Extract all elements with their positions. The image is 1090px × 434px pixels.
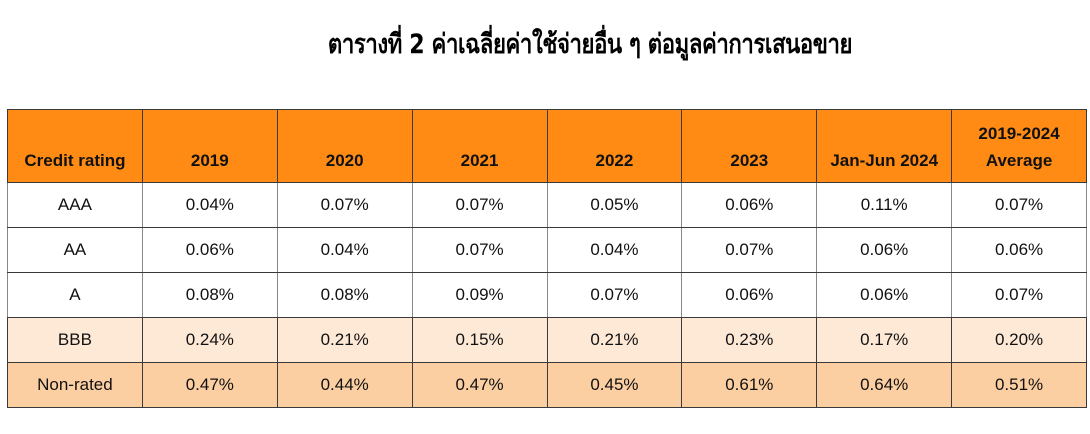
value-cell: 0.21%	[276, 317, 413, 363]
header-2023: 2023	[681, 109, 818, 183]
rating-cell: A	[7, 272, 143, 318]
header-2021: 2021	[411, 109, 548, 183]
rating-cell: AA	[7, 227, 143, 273]
value-cell: 0.21%	[546, 317, 683, 363]
table-row: AAA 0.04% 0.07% 0.07% 0.05% 0.06% 0.11% 0.07%	[7, 182, 1087, 228]
value-cell: 0.06%	[816, 272, 953, 318]
value-cell: 0.06%	[141, 227, 278, 273]
value-cell: 0.08%	[141, 272, 278, 318]
value-cell: 0.24%	[141, 317, 278, 363]
value-cell: 0.45%	[546, 362, 683, 408]
expense-table: Credit rating 2019 2020 2021 2022 2023 J…	[7, 109, 1087, 408]
rating-cell: AAA	[7, 182, 143, 228]
value-cell: 0.44%	[276, 362, 413, 408]
header-credit-rating: Credit rating	[7, 109, 143, 183]
value-cell: 0.08%	[276, 272, 413, 318]
value-cell: 0.23%	[681, 317, 818, 363]
value-cell: 0.07%	[276, 182, 413, 228]
header-average-line1: 2019-2024	[978, 124, 1060, 143]
value-cell: 0.64%	[816, 362, 953, 408]
header-2020: 2020	[276, 109, 413, 183]
page-title: ตารางที่ 2 ค่าเฉลี่ยค่าใช้จ่ายอื่น ๆ ต่อ…	[327, 29, 853, 60]
table-row: BBB 0.24% 0.21% 0.15% 0.21% 0.23% 0.17% 0.20%	[7, 317, 1087, 363]
value-cell: 0.04%	[141, 182, 278, 228]
value-cell: 0.06%	[681, 182, 818, 228]
value-cell: 0.05%	[546, 182, 683, 228]
header-2019: 2019	[141, 109, 278, 183]
value-cell: 0.47%	[141, 362, 278, 408]
value-cell: 0.20%	[951, 317, 1087, 363]
table-row: Non-rated 0.47% 0.44% 0.47% 0.45% 0.61% 0.64% 0…	[7, 362, 1087, 408]
value-cell: 0.06%	[681, 272, 818, 318]
value-cell: 0.06%	[951, 227, 1087, 273]
header-average: 2019-2024 Average	[951, 109, 1087, 183]
rating-cell: Non-rated	[7, 362, 143, 408]
value-cell: 0.51%	[951, 362, 1087, 408]
value-cell: 0.07%	[411, 182, 548, 228]
header-row: Credit rating 2019 2020 2021 2022 2023 J…	[7, 109, 1087, 183]
value-cell: 0.07%	[411, 227, 548, 273]
value-cell: 0.06%	[816, 227, 953, 273]
table-row: AA 0.06% 0.04% 0.07% 0.04% 0.07% 0.06% 0.06%	[7, 227, 1087, 273]
value-cell: 0.09%	[411, 272, 548, 318]
rating-cell: BBB	[7, 317, 143, 363]
header-jan-jun-2024: Jan-Jun 2024	[816, 109, 953, 183]
table-row: A 0.08% 0.08% 0.09% 0.07% 0.06% 0.06% 0.07%	[7, 272, 1087, 318]
value-cell: 0.04%	[276, 227, 413, 273]
header-2022: 2022	[546, 109, 683, 183]
value-cell: 0.07%	[546, 272, 683, 318]
value-cell: 0.11%	[816, 182, 953, 228]
value-cell: 0.07%	[951, 182, 1087, 228]
value-cell: 0.47%	[411, 362, 548, 408]
value-cell: 0.61%	[681, 362, 818, 408]
value-cell: 0.07%	[681, 227, 818, 273]
value-cell: 0.15%	[411, 317, 548, 363]
value-cell: 0.17%	[816, 317, 953, 363]
value-cell: 0.04%	[546, 227, 683, 273]
value-cell: 0.07%	[951, 272, 1087, 318]
header-average-line2: Average	[985, 151, 1053, 170]
